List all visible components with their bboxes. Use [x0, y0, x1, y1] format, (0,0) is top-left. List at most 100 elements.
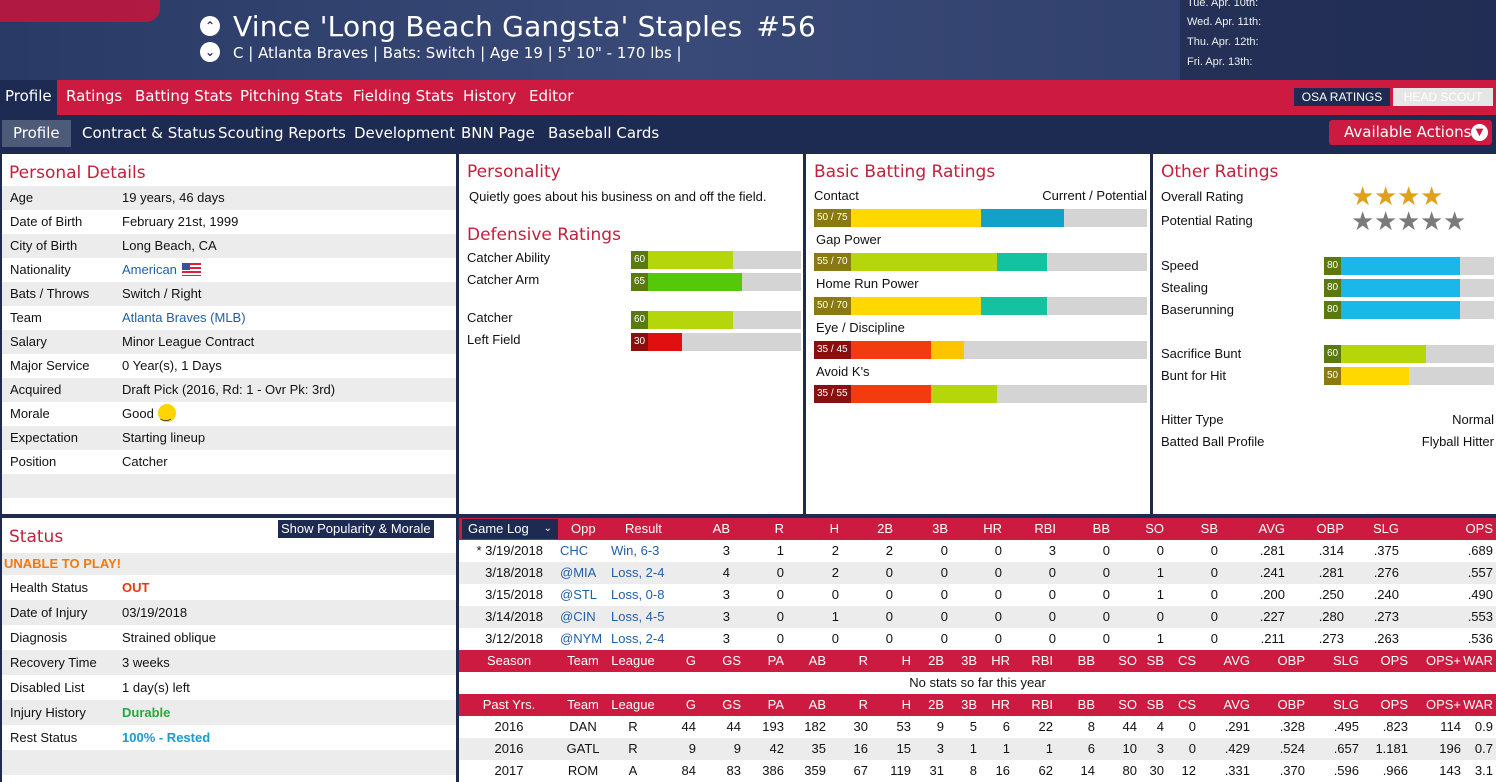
column-header[interactable]: R: [858, 653, 868, 668]
star-icon: ★: [1420, 206, 1444, 236]
column-header[interactable]: OBP: [1277, 697, 1305, 712]
column-header[interactable]: RBI: [1034, 521, 1056, 536]
subtab-bnn-page[interactable]: BNN Page: [461, 124, 535, 142]
column-header[interactable]: BB: [1077, 653, 1095, 668]
column-header[interactable]: SLG: [1372, 521, 1399, 536]
column-header[interactable]: R: [858, 697, 868, 712]
column-header[interactable]: H: [901, 653, 911, 668]
column-header[interactable]: AVG: [1258, 521, 1286, 536]
column-header[interactable]: 3B: [932, 521, 948, 536]
column-header[interactable]: RBI: [1031, 653, 1053, 668]
column-header[interactable]: WAR: [1463, 697, 1493, 712]
tab-history[interactable]: History: [463, 87, 517, 105]
column-header[interactable]: Team: [567, 653, 599, 668]
column-header[interactable]: Opp: [571, 521, 596, 536]
column-header[interactable]: League: [611, 653, 655, 668]
column-header[interactable]: HR: [983, 521, 1002, 536]
result-link[interactable]: Loss, 2-4: [611, 631, 665, 646]
column-header[interactable]: BB: [1077, 697, 1095, 712]
running-rating-bar: 80: [1324, 257, 1494, 275]
column-header[interactable]: SB: [1200, 521, 1218, 536]
column-header[interactable]: PA: [767, 653, 784, 668]
previous-player-button[interactable]: ⌃: [200, 16, 220, 36]
column-header[interactable]: AVG: [1223, 697, 1251, 712]
subtab-profile[interactable]: Profile: [2, 120, 71, 147]
column-header[interactable]: Season: [486, 653, 532, 668]
tab-fielding-stats[interactable]: Fielding Stats: [353, 87, 454, 105]
column-header[interactable]: OPS: [1380, 653, 1408, 668]
column-header[interactable]: HR: [991, 697, 1010, 712]
stat-cell: .211: [1260, 631, 1285, 646]
tab-profile[interactable]: Profile: [0, 80, 57, 115]
opponent-link[interactable]: CHC: [560, 543, 589, 558]
show-popularity-morale-button[interactable]: Show Popularity & Morale: [278, 520, 434, 538]
column-header[interactable]: AVG: [1223, 653, 1251, 668]
detail-value[interactable]: American: [122, 258, 201, 282]
subtab-baseball-cards[interactable]: Baseball Cards: [548, 124, 660, 142]
column-header[interactable]: 2B: [877, 521, 893, 536]
column-header[interactable]: 2B: [928, 653, 944, 668]
column-header[interactable]: H: [901, 697, 911, 712]
column-header[interactable]: R: [774, 521, 784, 536]
column-header[interactable]: League: [611, 697, 655, 712]
column-header[interactable]: SB: [1146, 697, 1164, 712]
column-header[interactable]: OPS: [1380, 697, 1408, 712]
column-header[interactable]: H: [829, 521, 839, 536]
column-header[interactable]: AB: [808, 697, 826, 712]
tab-pitching-stats[interactable]: Pitching Stats: [240, 87, 343, 105]
subtab-scouting-reports[interactable]: Scouting Reports: [218, 124, 346, 142]
available-actions-button[interactable]: Available Actions ▼: [1329, 120, 1492, 145]
column-header[interactable]: OBP: [1316, 521, 1344, 536]
result-link[interactable]: Loss, 0-8: [611, 587, 665, 602]
past-year-row: 2016 DAN R 44 44 193 182 30 53 9 5 6 22 8 44 4 0.291.328…: [459, 716, 1496, 738]
stat-cell: 1: [1156, 587, 1164, 602]
column-header[interactable]: OPS: [1465, 521, 1493, 536]
column-header[interactable]: SLG: [1332, 653, 1359, 668]
opponent-link[interactable]: @CIN: [560, 609, 596, 624]
column-header[interactable]: WAR: [1463, 653, 1493, 668]
opponent-link[interactable]: @NYM: [560, 631, 603, 646]
column-header[interactable]: GS: [722, 653, 741, 668]
column-header[interactable]: AB: [712, 521, 730, 536]
column-header[interactable]: CS: [1177, 697, 1196, 712]
column-header[interactable]: 3B: [961, 697, 977, 712]
column-header[interactable]: G: [685, 653, 696, 668]
head-scout-toggle[interactable]: HEAD SCOUT: [1393, 88, 1493, 106]
column-header[interactable]: OBP: [1277, 653, 1305, 668]
column-header[interactable]: OPS+: [1425, 697, 1461, 712]
tab-editor[interactable]: Editor: [529, 87, 574, 105]
column-header[interactable]: GS: [722, 697, 741, 712]
result-link[interactable]: Loss, 4-5: [611, 609, 665, 624]
column-header[interactable]: SO: [1118, 697, 1137, 712]
result-link[interactable]: Win, 6-3: [611, 543, 660, 558]
column-header[interactable]: CS: [1177, 653, 1196, 668]
column-header[interactable]: SO: [1145, 521, 1164, 536]
column-header[interactable]: BB: [1092, 521, 1110, 536]
subtab-contract-status[interactable]: Contract & Status: [82, 124, 216, 142]
next-player-button[interactable]: ⌄: [200, 42, 220, 62]
subtab-development[interactable]: Development: [354, 124, 455, 142]
tab-ratings[interactable]: Ratings: [66, 87, 123, 105]
detail-value[interactable]: Atlanta Braves (MLB): [122, 306, 246, 330]
column-header[interactable]: 2B: [928, 697, 944, 712]
opponent-link[interactable]: @STL: [560, 587, 598, 602]
column-header[interactable]: 3B: [961, 653, 977, 668]
osa-ratings-toggle[interactable]: OSA RATINGS: [1294, 88, 1390, 106]
stat-cell: 8: [1087, 719, 1095, 734]
column-header[interactable]: SB: [1146, 653, 1164, 668]
column-header[interactable]: AB: [808, 653, 826, 668]
column-header[interactable]: SO: [1118, 653, 1137, 668]
game-log-select[interactable]: Game Log ⌄: [462, 519, 558, 539]
column-header[interactable]: OPS+: [1425, 653, 1461, 668]
column-header[interactable]: G: [685, 697, 696, 712]
opponent-link[interactable]: @MIA: [560, 565, 597, 580]
result-link[interactable]: Loss, 2-4: [611, 565, 665, 580]
column-header[interactable]: SLG: [1332, 697, 1359, 712]
column-header[interactable]: PA: [767, 697, 784, 712]
column-header[interactable]: Result: [625, 521, 662, 536]
column-header[interactable]: RBI: [1031, 697, 1053, 712]
tab-batting-stats[interactable]: Batting Stats: [135, 87, 233, 105]
column-header[interactable]: Team: [567, 697, 599, 712]
column-header[interactable]: Past Yrs.: [482, 697, 536, 712]
column-header[interactable]: HR: [991, 653, 1010, 668]
